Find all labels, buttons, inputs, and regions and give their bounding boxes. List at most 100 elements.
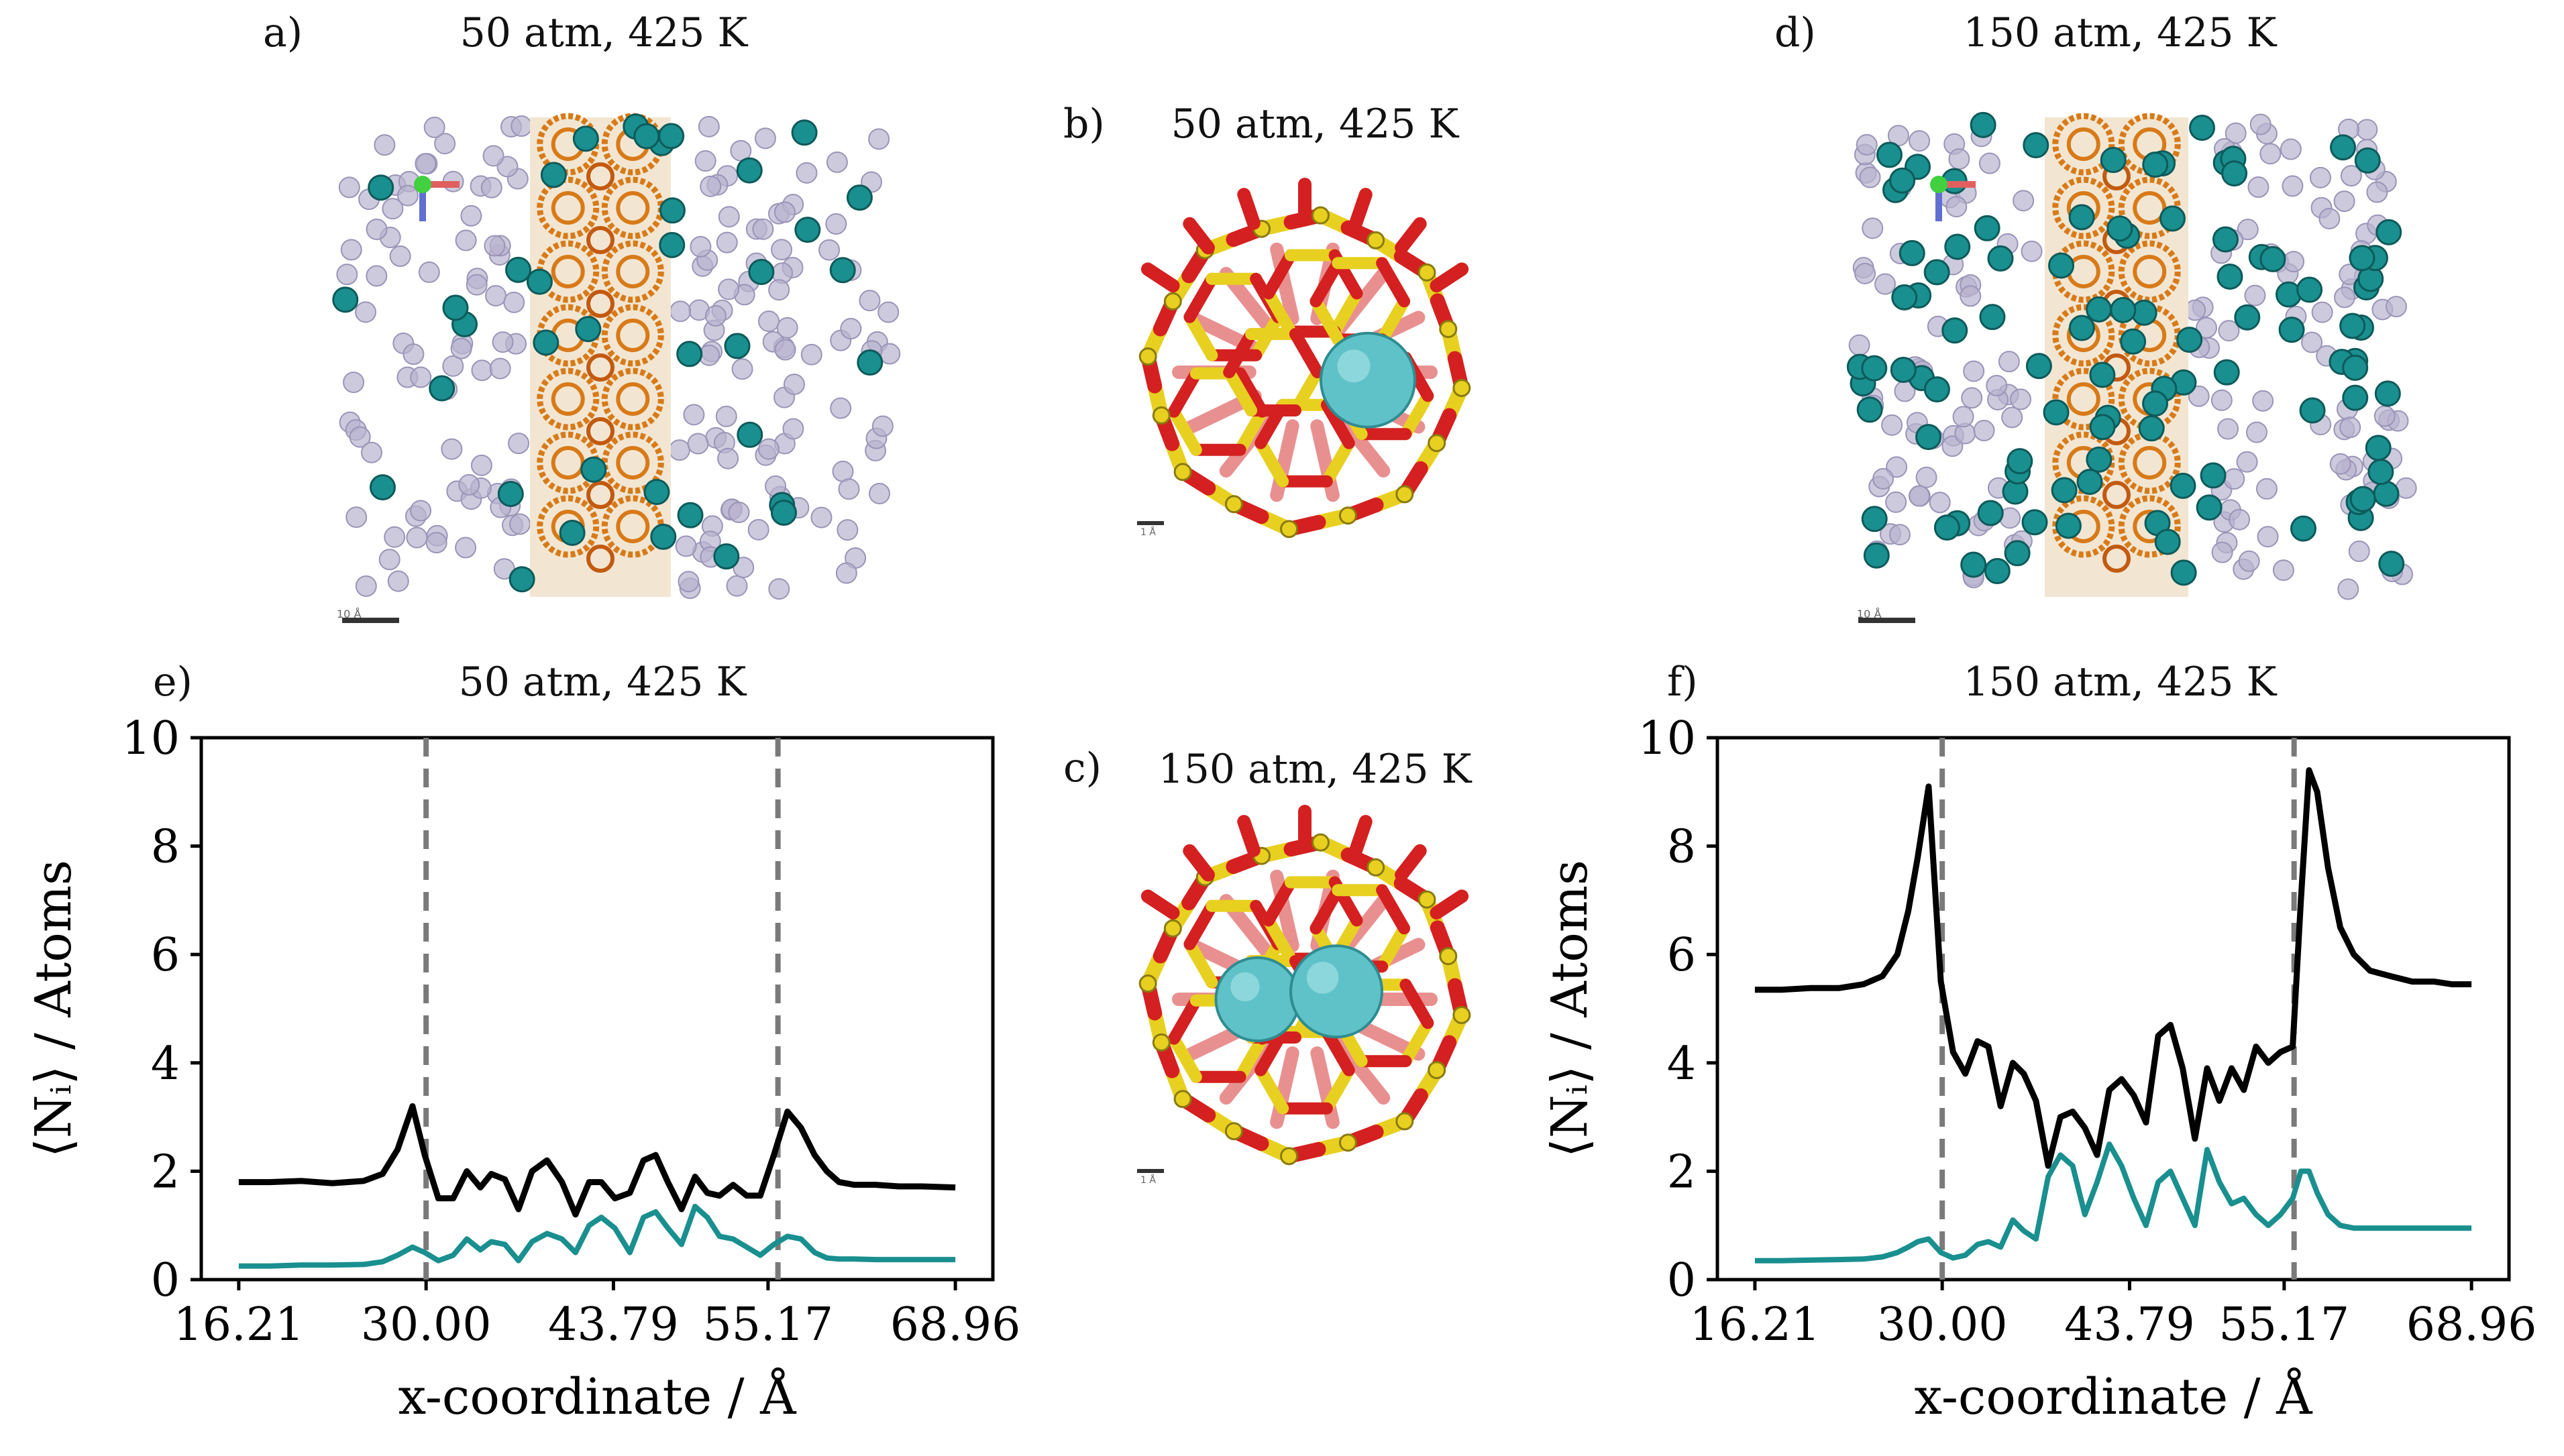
ghost-atom xyxy=(2309,166,2331,188)
teal-atom xyxy=(2342,354,2369,381)
y-tick-label: 6 xyxy=(1667,929,1696,982)
teal-atom xyxy=(1899,239,1925,266)
axis-y-marker xyxy=(1930,176,1947,193)
ghost-atom xyxy=(2210,389,2233,411)
cage-ring-bond xyxy=(1254,437,1289,488)
teal-atom xyxy=(2278,317,2305,343)
cage-si-atom xyxy=(1452,1005,1471,1024)
teal-atom xyxy=(2142,390,2169,417)
ghost-atom xyxy=(1978,152,2000,174)
cage-si-atom xyxy=(1152,406,1171,425)
cage-si-atom xyxy=(1452,378,1471,397)
ghost-atom xyxy=(2337,578,2359,600)
teal-atom xyxy=(2339,313,2366,339)
ghost-atom xyxy=(374,134,396,156)
framework-ring xyxy=(616,255,650,288)
chart-f: 0 2 4 6 8 10 16.21 30.00 43.79 55.17 68.96 x-coordi… xyxy=(1541,712,2536,1426)
ghost-atom xyxy=(698,115,720,137)
teal-atom xyxy=(2048,252,2075,279)
ghost-atom xyxy=(2340,165,2362,187)
cage-back-bond xyxy=(1332,1035,1391,1105)
ghost-atom xyxy=(441,438,463,460)
ghost-atom xyxy=(2195,317,2217,339)
ghost-atom xyxy=(683,404,705,426)
teal-atom xyxy=(1861,355,1888,382)
framework-link xyxy=(586,353,615,382)
framework-ring xyxy=(551,191,585,225)
cage-si-atom xyxy=(1395,1112,1414,1131)
teal-atom xyxy=(1890,356,1917,383)
ghost-atom xyxy=(345,506,368,528)
teal-atom xyxy=(2154,528,2181,555)
cage-si-atom xyxy=(1280,520,1299,539)
framework-cage xyxy=(537,176,600,239)
cage-spike xyxy=(1349,188,1373,230)
ghost-atom xyxy=(2280,138,2302,160)
cage-spike xyxy=(1140,262,1180,293)
framework-link xyxy=(586,226,615,254)
y-tick-label: 0 xyxy=(1667,1254,1696,1307)
panel-c-label: c) xyxy=(1063,744,1102,791)
teal-atom xyxy=(332,286,359,313)
ghost-atom xyxy=(2333,190,2355,213)
cage-back-bond xyxy=(1270,242,1299,325)
ghost-atom xyxy=(830,397,852,419)
teal-atom xyxy=(369,474,396,501)
panel-b-scalebar-text: 1 Å xyxy=(1140,527,1156,538)
ghost-atom xyxy=(343,372,365,394)
ghost-atom xyxy=(694,150,716,172)
panel-f-label: f) xyxy=(1667,659,1698,706)
cage-si-atom xyxy=(1418,890,1436,909)
guest-highlight xyxy=(1230,972,1260,1002)
framework-cage xyxy=(2118,431,2181,494)
cage-si-atom xyxy=(1311,833,1330,852)
cage-ring-bond xyxy=(1376,295,1411,346)
ghost-atom xyxy=(2259,143,2282,165)
x-tick-label: 68.96 xyxy=(890,1298,1021,1351)
ghost-atom xyxy=(2249,113,2272,135)
panel-c-scalebar-text: 1 Å xyxy=(1140,1175,1156,1186)
teal-atom xyxy=(497,480,524,507)
teal-atom xyxy=(2086,446,2113,473)
cage-si-atom xyxy=(1338,506,1357,525)
snapshot-d xyxy=(1846,111,2417,623)
cage-ring-bond xyxy=(1310,257,1344,308)
cage-si-atom xyxy=(1395,485,1414,504)
ghost-atom xyxy=(480,176,502,199)
teal-atom xyxy=(2375,219,2402,245)
teal-atom xyxy=(737,421,763,448)
y-tick-label: 0 xyxy=(151,1254,180,1307)
teal-atom xyxy=(1889,167,1916,194)
teal-atom xyxy=(713,543,740,570)
ghost-atom xyxy=(2237,219,2259,241)
teal-atom xyxy=(2330,134,2357,161)
framework-cage xyxy=(2052,495,2115,558)
ghost-atom xyxy=(1929,492,1951,514)
ghost-atom xyxy=(1872,467,1894,490)
teal-atom xyxy=(1923,376,1950,403)
teal-atom xyxy=(1933,514,1960,541)
ghost-atom xyxy=(460,205,482,227)
teal-atom xyxy=(770,500,797,526)
panel-f-title: 150 atm, 425 K xyxy=(1963,659,2277,706)
teal-atom xyxy=(2216,264,2243,290)
ghost-atom xyxy=(800,343,822,366)
framework-ring xyxy=(616,510,650,543)
teal-atom xyxy=(2349,245,2375,272)
ghost-atom xyxy=(455,229,477,251)
y-tick-label: 6 xyxy=(151,929,180,982)
teal-atom xyxy=(2120,328,2147,355)
ghost-atom xyxy=(728,501,750,523)
y-tick-label: 2 xyxy=(151,1145,180,1198)
cage-ring-bond xyxy=(1399,978,1434,1029)
cage-spike xyxy=(1140,889,1180,920)
teal-atom xyxy=(676,341,703,368)
teal-atom xyxy=(1987,245,2014,272)
ghost-atom xyxy=(2272,559,2294,581)
teal-atom xyxy=(791,119,818,146)
cage-ring-bond xyxy=(1376,884,1411,935)
panel-a-title: 50 atm, 425 K xyxy=(460,9,748,56)
ghost-atom xyxy=(868,128,890,150)
teal-atom xyxy=(2367,459,2394,486)
teal-atom xyxy=(829,257,856,284)
